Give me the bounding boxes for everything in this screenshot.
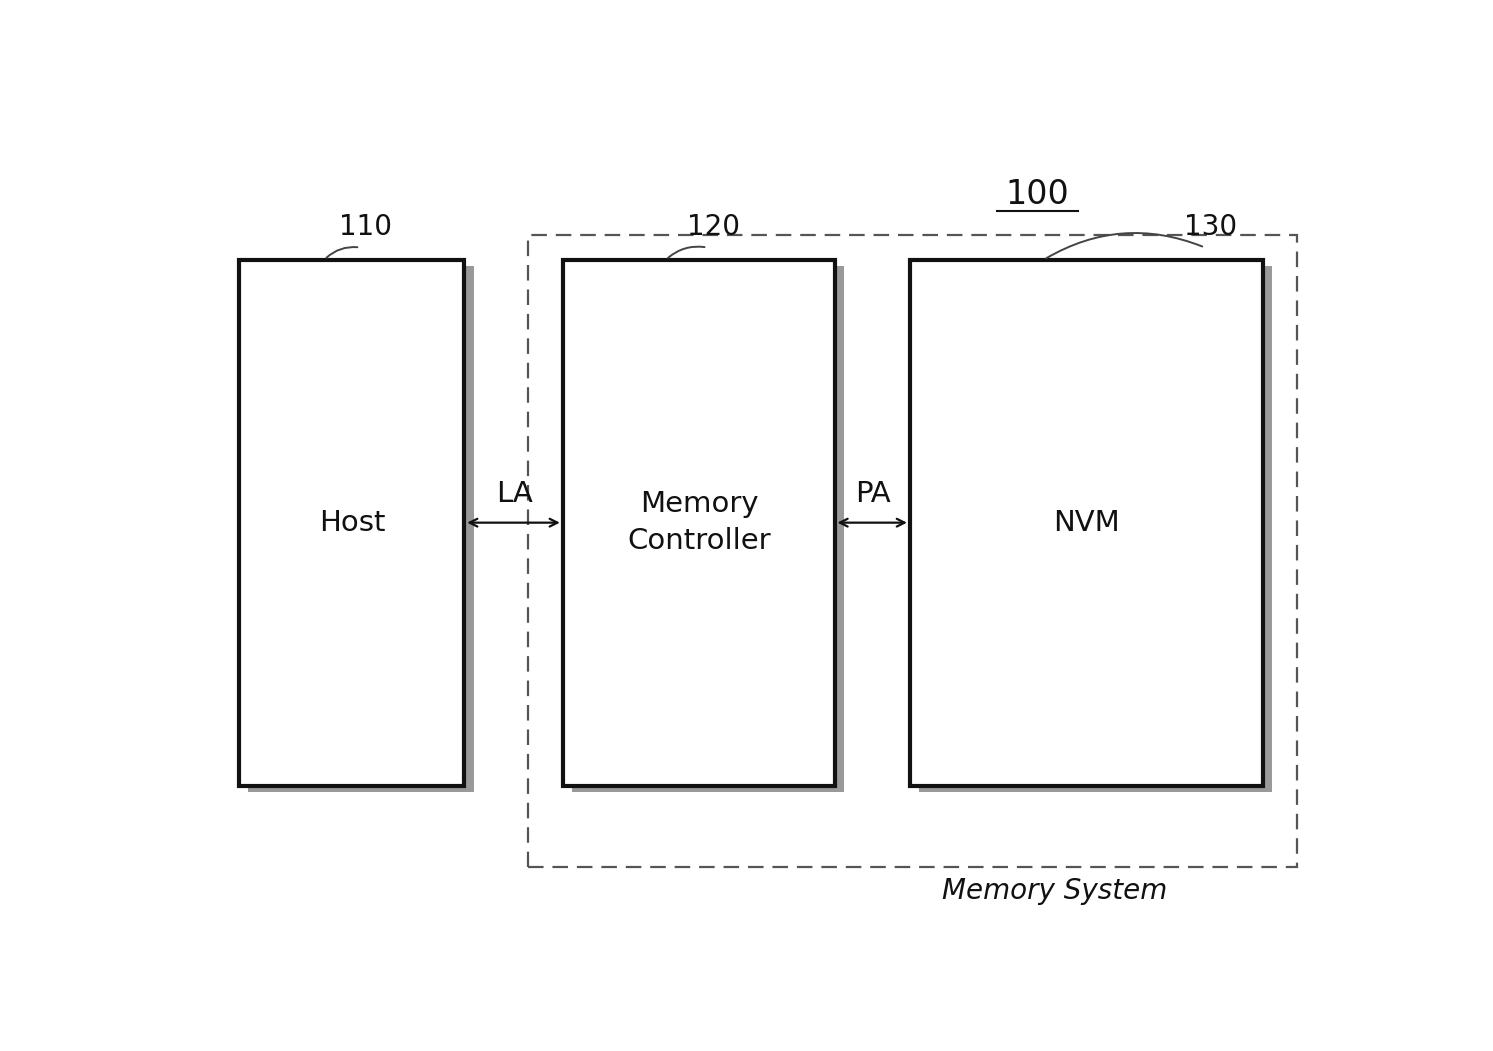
Bar [239, 260, 464, 786]
Bar [248, 266, 473, 792]
Bar [572, 266, 844, 792]
Text: PA: PA [855, 480, 891, 509]
Text: NVM: NVM [1054, 509, 1120, 537]
Text: Host: Host [320, 509, 385, 537]
Bar [529, 235, 1297, 867]
Text: LA: LA [496, 480, 533, 509]
Bar [563, 260, 835, 786]
Text: 130: 130 [1184, 213, 1238, 242]
Text: 120: 120 [687, 213, 739, 242]
Text: 110: 110 [339, 213, 393, 242]
Text: Memory
Controller: Memory Controller [627, 490, 770, 555]
Text: 100: 100 [1005, 179, 1069, 211]
Text: Memory System: Memory System [942, 877, 1168, 905]
Bar [920, 266, 1272, 792]
Bar [909, 260, 1263, 786]
